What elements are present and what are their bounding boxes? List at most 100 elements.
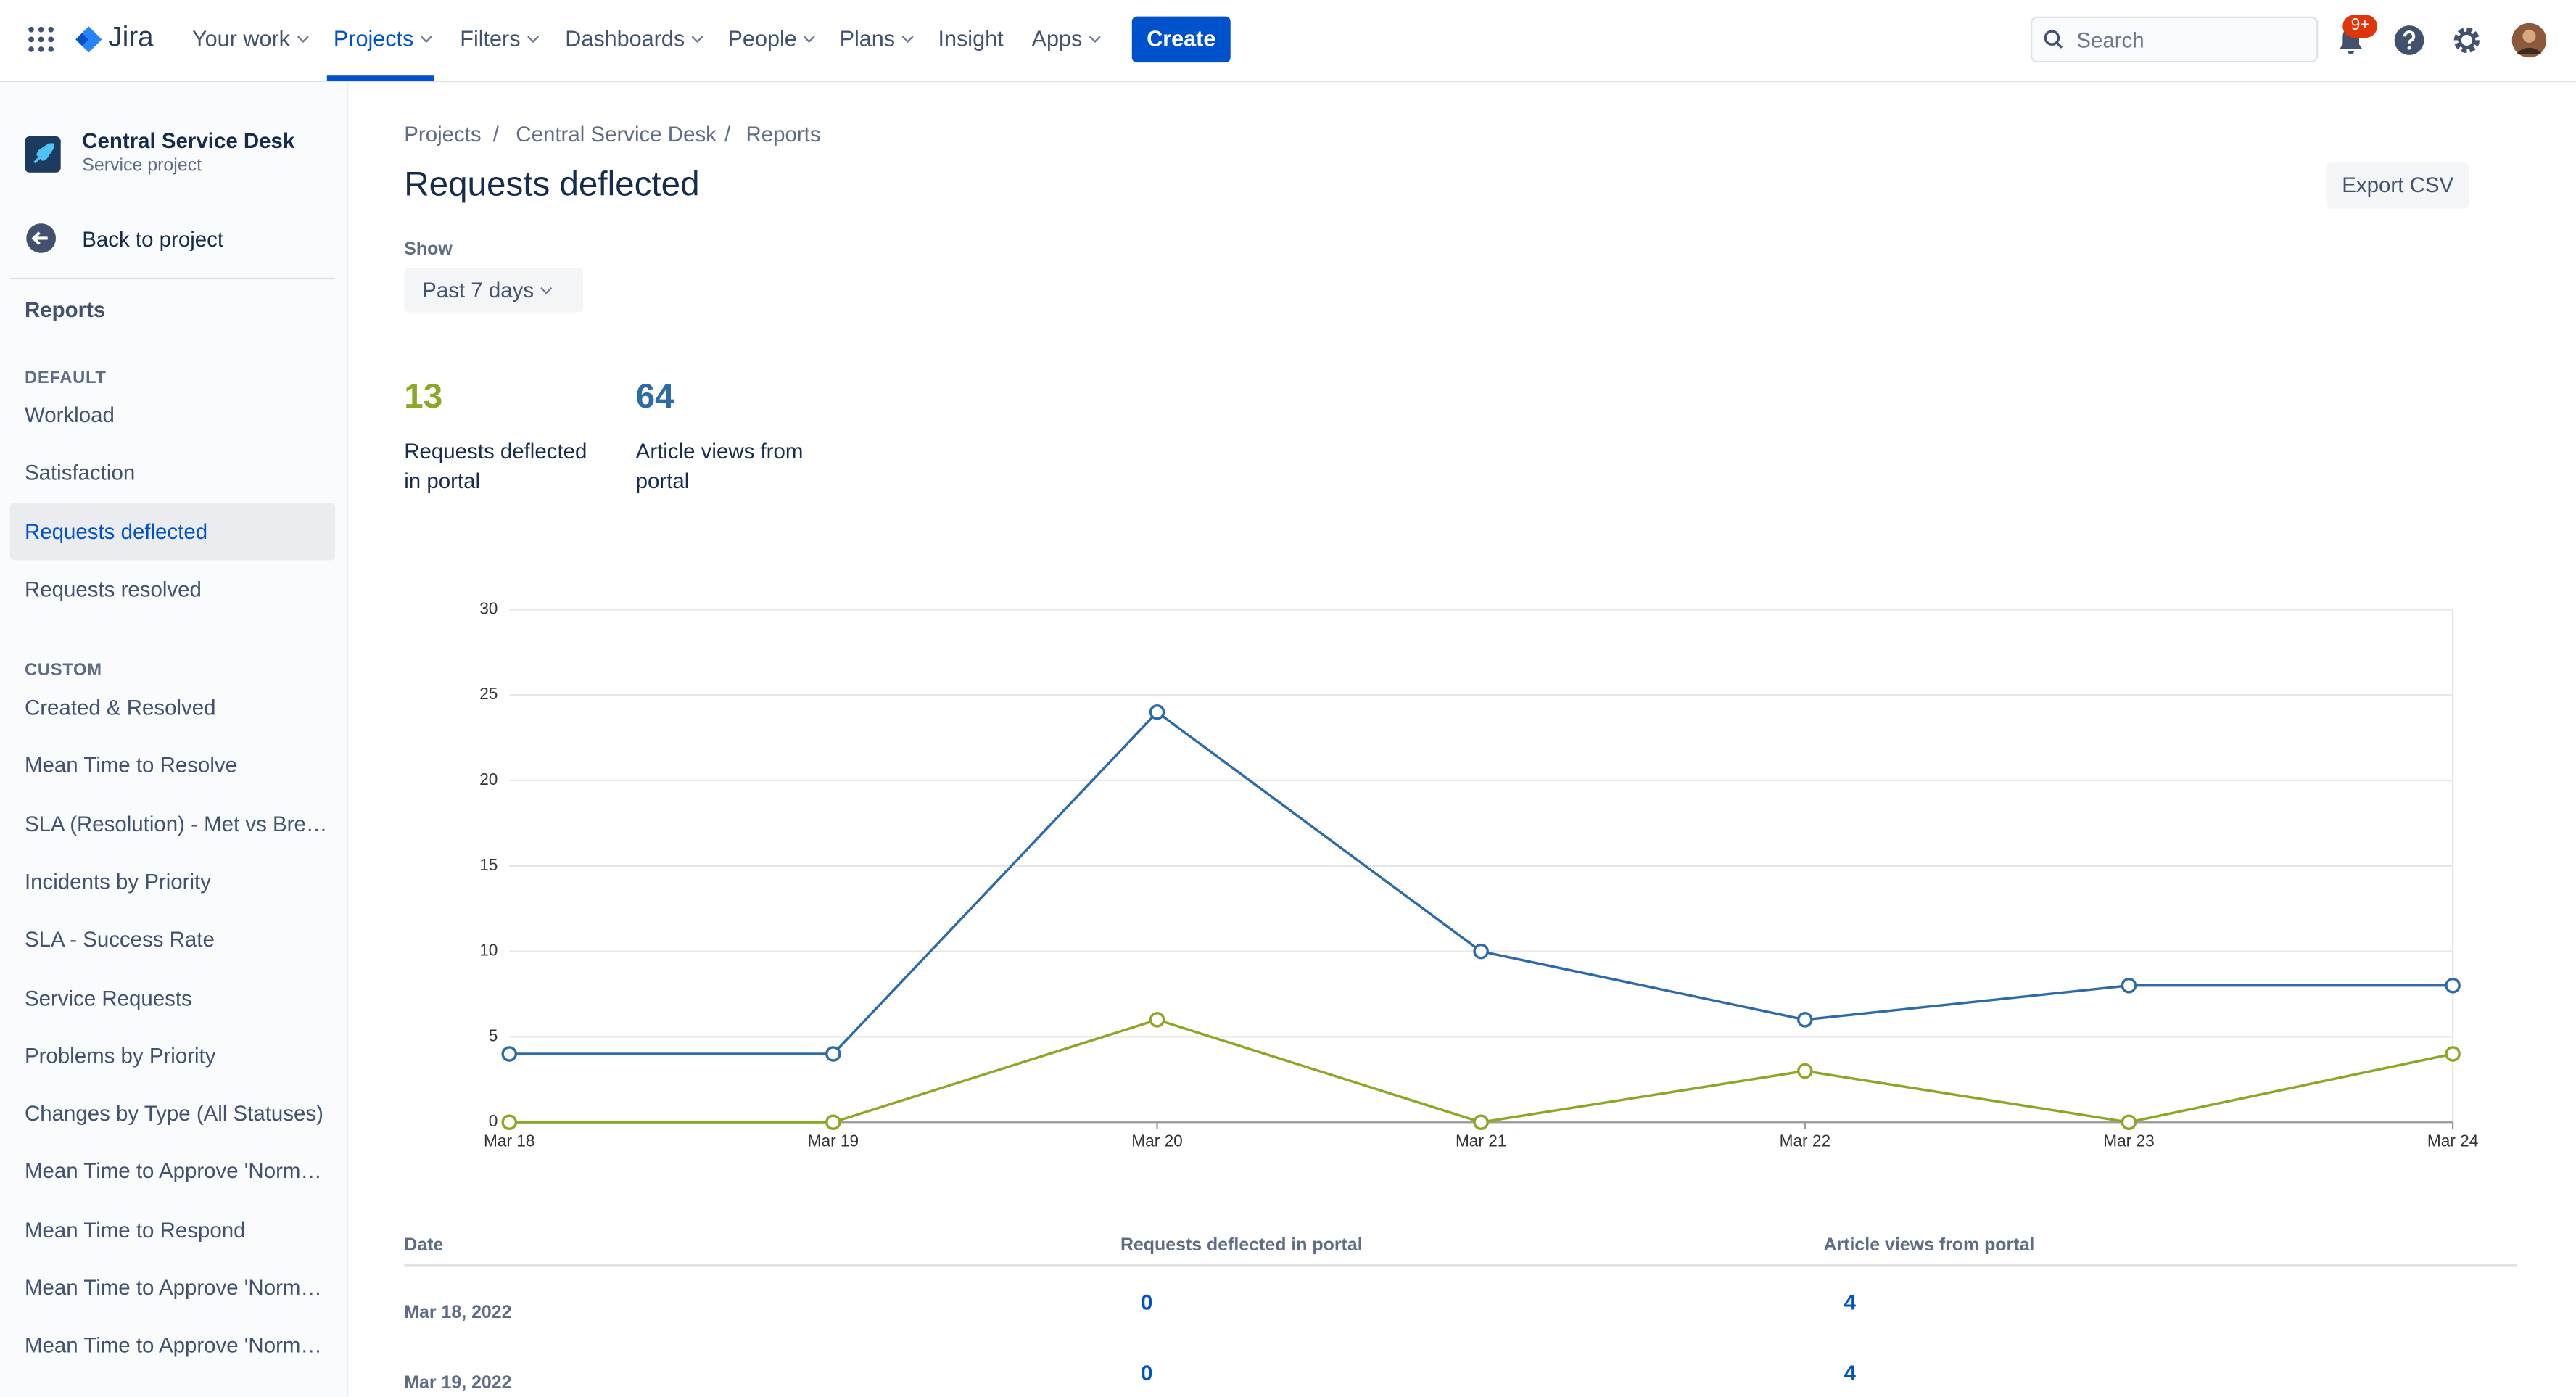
stat-value: 13: [404, 378, 443, 416]
data-point: [501, 1046, 518, 1062]
sidebar-item[interactable]: Changes by Type (All Statuses): [24, 1100, 323, 1126]
breadcrumb[interactable]: Projects: [404, 121, 482, 147]
breadcrumb[interactable]: Reports: [746, 121, 821, 147]
active-underline: [326, 75, 434, 81]
sidebar-item[interactable]: Mean Time to Resolve: [24, 753, 237, 778]
data-table: Date Requests deflected in portal Article …: [404, 1224, 2517, 1397]
sidebar-item[interactable]: Satisfaction: [24, 460, 136, 485]
sidebar-item[interactable]: SLA (Resolution) - Met vs Bre…: [24, 811, 328, 836]
y-tick-label: 0: [489, 1111, 498, 1130]
data-point: [825, 1046, 841, 1062]
data-point: [1797, 1063, 1813, 1079]
y-tick-label: 15: [479, 855, 498, 874]
sidebar-item[interactable]: Created & Resolved: [24, 695, 216, 720]
breadcrumb-separator: /: [724, 121, 731, 147]
x-tick-label: Mar 21: [1456, 1131, 1506, 1150]
sidebar: [0, 82, 349, 1397]
data-point: [2445, 1046, 2461, 1062]
nav-item[interactable]: Projects: [334, 23, 430, 56]
data-point: [2121, 1114, 2137, 1130]
project-type: Service project: [82, 156, 202, 176]
search-placeholder: Search: [2076, 28, 2144, 53]
export-button[interactable]: Export CSV: [2326, 162, 2469, 209]
project-name[interactable]: Central Service Desk: [82, 128, 295, 153]
table-value[interactable]: 0: [1140, 1290, 1153, 1315]
x-tick-label: Mar 18: [484, 1131, 534, 1150]
data-point: [2121, 977, 2137, 994]
series-line: [509, 1018, 2453, 1124]
help-icon[interactable]: [2394, 25, 2425, 56]
series-line: [509, 710, 2453, 1055]
nav-item[interactable]: Apps: [1032, 23, 1099, 56]
x-tick-label: Mar 23: [2103, 1131, 2154, 1150]
app-switcher[interactable]: [28, 26, 54, 52]
filter-dropdown[interactable]: Past 7 days: [404, 268, 584, 313]
sidebar-item[interactable]: Requests resolved: [24, 576, 202, 601]
sidebar-item[interactable]: Workload: [24, 403, 115, 427]
stat-value: 64: [635, 378, 674, 416]
table-value[interactable]: 0: [1140, 1360, 1153, 1385]
breadcrumb[interactable]: Central Service Desk: [516, 121, 717, 147]
nav-item[interactable]: Dashboards: [565, 23, 701, 56]
project-icon: [24, 136, 61, 173]
product-name[interactable]: Jira: [108, 21, 154, 53]
section-title: Reports: [24, 297, 106, 323]
data-point: [1149, 704, 1165, 720]
table-date: Mar 19, 2022: [404, 1373, 512, 1393]
table-header: Requests deflected in portal: [1120, 1235, 1363, 1256]
divider: [9, 277, 336, 280]
sidebar-item[interactable]: Service Requests: [24, 985, 192, 1010]
nav-item[interactable]: Insight: [938, 26, 1004, 51]
search-icon: [2044, 30, 2063, 49]
data-point: [501, 1114, 518, 1130]
y-tick-label: 5: [489, 1026, 498, 1044]
nav-item[interactable]: Plans: [840, 23, 912, 56]
create-button[interactable]: Create: [1131, 16, 1231, 63]
search-box[interactable]: Search: [2030, 16, 2319, 63]
data-point: [1473, 1114, 1489, 1130]
table-header: Article views from portal: [1823, 1235, 2035, 1256]
back-icon[interactable]: [26, 223, 57, 253]
stat-label: Requests deflected in portal: [404, 438, 587, 493]
nav-item[interactable]: Filters: [460, 23, 537, 56]
x-tick-label: Mar 22: [1780, 1131, 1830, 1150]
back-link[interactable]: Back to project: [82, 226, 224, 252]
sidebar-group-title: DEFAULT: [24, 368, 107, 388]
y-tick-label: 10: [479, 941, 498, 960]
sidebar-item[interactable]: Mean Time to Respond: [24, 1216, 246, 1242]
nav-item[interactable]: People: [728, 23, 814, 56]
sidebar-item[interactable]: Problems by Priority: [24, 1043, 216, 1068]
selected-item-bg: [9, 502, 336, 560]
sidebar-item[interactable]: Incidents by Priority: [24, 869, 211, 894]
sidebar-item[interactable]: SLA - Success Rate: [24, 927, 215, 952]
top-nav: [0, 0, 2576, 83]
x-tick-label: Mar 24: [2427, 1131, 2478, 1150]
page-title: Requests deflected: [404, 165, 700, 204]
table-header: Date: [404, 1235, 444, 1256]
table-date: Mar 18, 2022: [404, 1303, 512, 1323]
settings-icon[interactable]: [2451, 25, 2482, 56]
y-tick-label: 30: [479, 598, 498, 617]
line-chart: 0 5 10 15 20 25 30 Mar 18 Mar 19 Mar 20 Mar 21 Mar …: [479, 598, 2478, 1150]
data-point: [825, 1114, 841, 1130]
table-value[interactable]: 4: [1844, 1360, 1856, 1385]
nav-item[interactable]: Your work: [192, 23, 307, 56]
table-header-rule: [404, 1264, 2517, 1267]
notification-badge: 9+: [2342, 15, 2378, 38]
sidebar-item[interactable]: Requests deflected: [24, 518, 208, 543]
y-tick-label: 25: [479, 684, 498, 703]
y-tick-label: 20: [479, 770, 498, 788]
sidebar-group-title: CUSTOM: [24, 660, 102, 680]
x-tick-label: Mar 19: [808, 1131, 859, 1150]
sidebar-item[interactable]: Mean Time to Approve 'Norm…: [24, 1332, 322, 1358]
data-point: [1797, 1012, 1813, 1028]
jira-logo[interactable]: [74, 25, 104, 54]
sidebar-item[interactable]: Mean Time to Approve 'Norm…: [24, 1158, 322, 1184]
avatar[interactable]: [2511, 22, 2547, 58]
x-tick-label: Mar 20: [1131, 1131, 1182, 1150]
stat-label: Article views from portal: [635, 438, 804, 493]
sidebar-item[interactable]: Mean Time to Approve 'Norm…: [24, 1274, 322, 1300]
table-value[interactable]: 4: [1844, 1290, 1856, 1315]
